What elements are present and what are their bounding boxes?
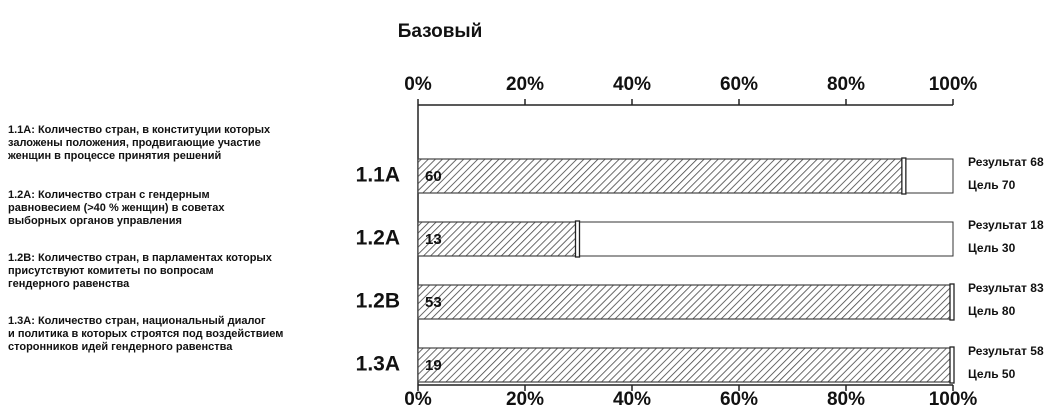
- row-description: присутствуют комитеты по вопросам: [8, 265, 214, 277]
- target-label: Цель 70: [968, 178, 1016, 192]
- row-description: заложены положения, продвигающие участие: [8, 137, 261, 149]
- chart-title: Базовый: [398, 21, 483, 42]
- category-label: 1.2A: [356, 227, 400, 250]
- row-description: равновесием (>40 % женщин) в советах: [8, 202, 225, 214]
- row-description: гендерного равенства: [8, 278, 130, 290]
- baseline-label: 19: [425, 357, 442, 374]
- row-description: сторонников идей гендерного равенства: [8, 341, 233, 353]
- bar: [417, 284, 954, 320]
- x-tick-label: 60%: [720, 389, 758, 410]
- bar-end: [949, 283, 955, 321]
- x-tick-label: 40%: [613, 389, 651, 410]
- baseline-label: 13: [425, 231, 442, 248]
- row-description: 1.3A: Количество стран, национальный диа…: [8, 315, 266, 327]
- x-tick-label: 0%: [404, 389, 432, 410]
- bar: [417, 347, 954, 383]
- result-label: Результат 83: [968, 281, 1044, 295]
- bar: [417, 221, 580, 257]
- row-description: 1.2A: Количество стран с гендерным: [8, 189, 210, 201]
- bar-end: [901, 157, 907, 195]
- row-description: 1.1A: Количество стран, в конституции ко…: [8, 124, 271, 136]
- bar-end: [949, 346, 955, 384]
- baseline-label: 60: [425, 168, 442, 185]
- category-label: 1.3A: [356, 353, 400, 376]
- target-label: Цель 30: [968, 241, 1016, 255]
- x-tick-label: 40%: [613, 74, 651, 95]
- category-label: 1.2B: [356, 290, 400, 313]
- bar: [417, 158, 906, 194]
- x-tick-label: 100%: [929, 74, 978, 95]
- x-tick-label: 20%: [506, 74, 544, 95]
- category-label: 1.1A: [356, 164, 400, 187]
- baseline-label: 53: [425, 294, 442, 311]
- result-label: Результат 58: [968, 344, 1044, 358]
- x-tick-label: 80%: [827, 389, 865, 410]
- row-description: и политика в которых строятся под воздей…: [8, 328, 283, 340]
- x-tick-label: 100%: [929, 389, 978, 410]
- target-label: Цель 80: [968, 304, 1016, 318]
- bar-end: [574, 220, 581, 258]
- x-tick-label: 80%: [827, 74, 865, 95]
- row-description: 1.2B: Количество стран, в парламентах ко…: [8, 252, 273, 264]
- result-label: Результат 18: [968, 218, 1044, 232]
- target-label: Цель 50: [968, 367, 1016, 381]
- x-tick-label: 20%: [506, 389, 544, 410]
- x-tick-label: 60%: [720, 74, 758, 95]
- row-description: выборных органов управления: [8, 215, 182, 227]
- row-description: женщин в процессе принятия решений: [7, 150, 221, 162]
- x-tick-label: 0%: [404, 74, 432, 95]
- result-label: Результат 68: [968, 155, 1044, 169]
